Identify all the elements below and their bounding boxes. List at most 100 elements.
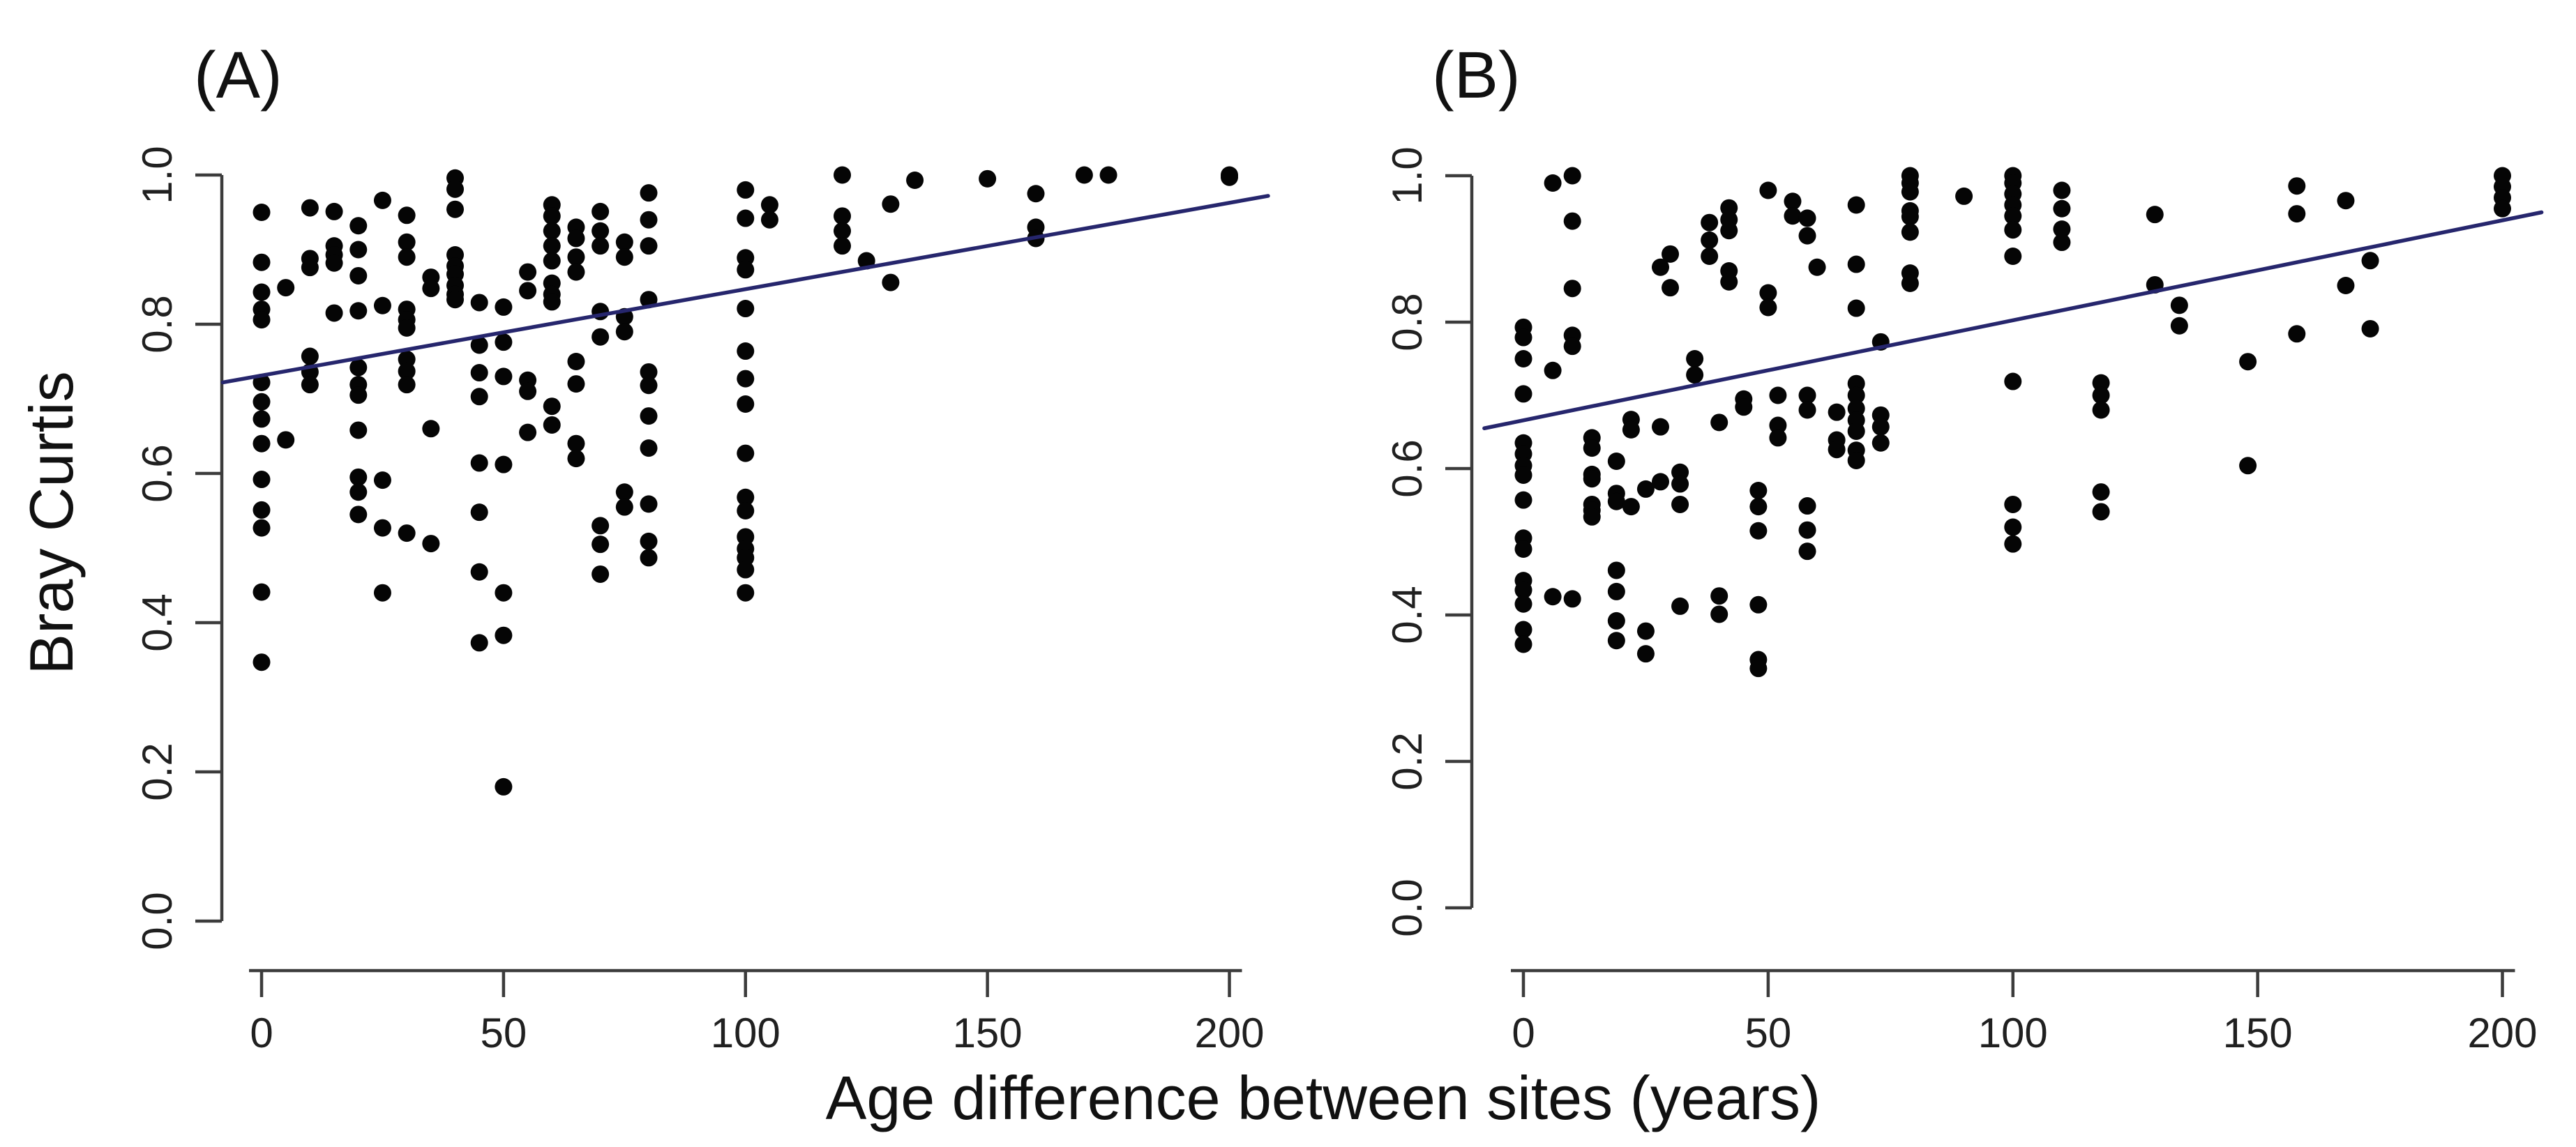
data-point bbox=[1662, 245, 1680, 263]
x-tick-label: 150 bbox=[2223, 1010, 2293, 1056]
data-point bbox=[882, 273, 900, 291]
data-point bbox=[1636, 645, 1655, 663]
data-point bbox=[373, 296, 391, 314]
data-point bbox=[301, 347, 319, 365]
y-tick-label: 1.0 bbox=[134, 146, 181, 204]
data-point bbox=[2361, 319, 2379, 337]
data-point bbox=[398, 206, 416, 225]
data-point bbox=[640, 377, 658, 395]
data-point bbox=[470, 563, 488, 581]
data-point bbox=[834, 207, 851, 225]
data-point bbox=[253, 471, 271, 489]
data-point bbox=[592, 202, 610, 220]
data-point bbox=[1759, 284, 1777, 302]
data-point bbox=[1701, 248, 1719, 265]
data-point bbox=[737, 209, 755, 227]
data-point bbox=[1662, 279, 1680, 297]
data-point bbox=[737, 444, 755, 462]
data-point bbox=[2170, 317, 2188, 335]
data-point bbox=[253, 283, 271, 301]
data-point bbox=[1759, 298, 1777, 317]
data-point bbox=[1514, 540, 1532, 558]
regression-line bbox=[1482, 210, 2544, 430]
data-point bbox=[422, 420, 440, 438]
data-point bbox=[1901, 274, 1919, 292]
x-tick-label: 150 bbox=[953, 1010, 1023, 1056]
data-point bbox=[1583, 439, 1601, 457]
y-tick-label: 0.4 bbox=[1384, 586, 1431, 644]
data-point bbox=[495, 777, 513, 796]
x-tick-label: 50 bbox=[481, 1010, 527, 1056]
data-point bbox=[615, 323, 633, 341]
data-point bbox=[640, 407, 658, 425]
data-point bbox=[592, 328, 610, 346]
y-tick-label: 0.2 bbox=[134, 743, 181, 800]
y-tick-label: 0.6 bbox=[134, 444, 181, 502]
y-tick-label: 0.8 bbox=[134, 295, 181, 353]
data-point bbox=[519, 263, 537, 281]
data-point bbox=[253, 393, 271, 411]
data-point bbox=[592, 222, 610, 240]
data-point bbox=[422, 535, 440, 553]
data-point bbox=[737, 528, 755, 546]
data-point bbox=[1759, 181, 1777, 199]
data-point bbox=[325, 304, 343, 322]
data-point bbox=[640, 532, 658, 550]
data-point bbox=[1583, 508, 1601, 526]
data-point bbox=[1607, 492, 1625, 510]
data-point bbox=[1514, 595, 1532, 613]
data-point bbox=[2092, 503, 2110, 521]
data-point bbox=[349, 483, 368, 501]
data-point bbox=[349, 358, 368, 377]
x-tick-label: 50 bbox=[1745, 1010, 1792, 1056]
data-point bbox=[1749, 498, 1768, 516]
x-axis-title: Age difference between sites (years) bbox=[826, 1063, 1821, 1132]
data-point bbox=[2146, 206, 2164, 224]
data-point bbox=[1622, 420, 1640, 439]
data-point bbox=[373, 519, 391, 537]
data-point bbox=[1544, 588, 1562, 606]
x-tick-label: 0 bbox=[1512, 1010, 1535, 1056]
data-point bbox=[349, 302, 368, 320]
data-point bbox=[349, 421, 368, 439]
data-point bbox=[253, 204, 271, 221]
y-tick-label: 1.0 bbox=[1384, 146, 1431, 204]
data-point bbox=[1607, 453, 1625, 470]
data-point bbox=[301, 259, 319, 277]
data-point bbox=[640, 495, 658, 513]
data-point bbox=[1798, 386, 1816, 404]
data-point bbox=[737, 561, 755, 579]
data-point bbox=[1808, 258, 1826, 276]
data-point bbox=[1710, 605, 1728, 623]
data-point bbox=[737, 181, 755, 199]
data-point bbox=[2092, 401, 2110, 419]
data-point bbox=[737, 502, 755, 519]
data-point bbox=[567, 263, 585, 281]
data-point bbox=[277, 279, 295, 297]
data-point bbox=[2053, 199, 2071, 218]
data-point bbox=[2004, 207, 2022, 225]
data-point bbox=[1828, 403, 1846, 421]
data-point bbox=[592, 517, 610, 535]
data-point bbox=[1784, 207, 1802, 225]
data-point bbox=[1514, 621, 1532, 639]
data-point bbox=[470, 388, 488, 406]
data-point bbox=[519, 382, 537, 400]
data-point bbox=[1607, 561, 1625, 579]
data-point bbox=[1798, 521, 1816, 539]
data-point bbox=[834, 222, 851, 240]
panel-a-label: (A) bbox=[194, 38, 283, 112]
data-point bbox=[1735, 398, 1753, 416]
data-point bbox=[1798, 542, 1816, 561]
data-point bbox=[398, 319, 416, 337]
data-point bbox=[1769, 416, 1787, 434]
panel-b-label: (B) bbox=[1432, 38, 1521, 112]
data-point bbox=[615, 498, 633, 516]
data-point bbox=[640, 439, 658, 457]
data-point bbox=[760, 196, 778, 214]
y-tick-label: 0.8 bbox=[1384, 293, 1431, 351]
data-point bbox=[1563, 590, 1581, 608]
data-point bbox=[1514, 385, 1532, 403]
data-point bbox=[592, 535, 610, 554]
data-point bbox=[1710, 587, 1728, 605]
